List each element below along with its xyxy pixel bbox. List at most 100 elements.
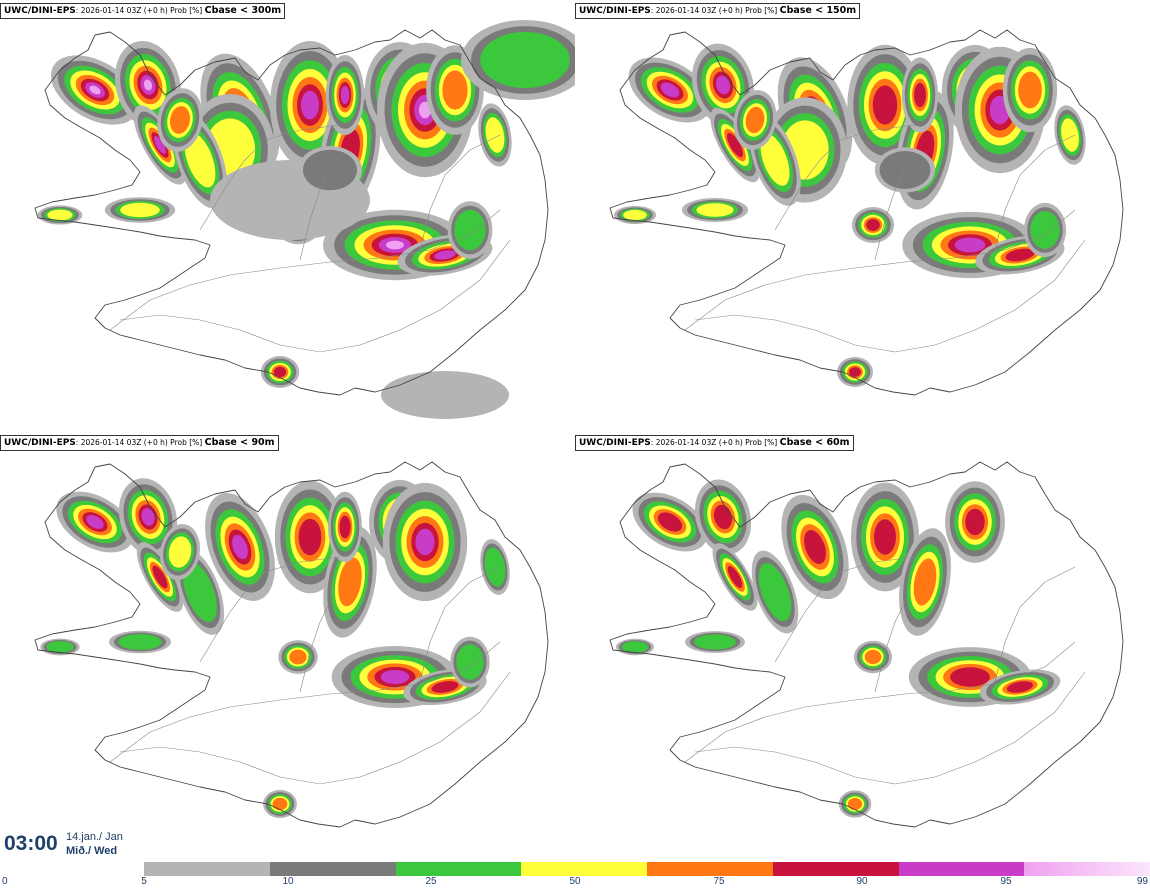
map-panel-150m: UWC/DINI-EPS: 2026-01-14 03Z (+0 h) Prob… [575,0,1150,432]
model-name: UWC/DINI-EPS [4,6,76,16]
colorbar-tick-label: 5 [141,876,147,887]
road-line [119,671,511,785]
probability-contour [1006,681,1034,693]
probability-contour [696,203,734,217]
probability-contour [913,558,937,606]
road-line [994,134,1076,251]
probability-contour [950,667,990,687]
iceland-probability-map [34,461,549,828]
probability-contour [954,237,986,253]
probability-field [37,20,575,419]
probability-contour [154,136,166,154]
road-line [774,556,916,663]
probability-field [40,478,510,819]
probability-contour [431,681,459,693]
probability-contour [872,85,898,125]
colorbar-segment [898,862,1025,876]
road-line [874,601,906,693]
variable-name: Cbase < 300m [204,5,282,16]
colorbar-segment [1024,862,1150,876]
colorbar-segment [269,862,396,876]
probability-contour [120,202,160,218]
variable-name: Cbase < 60m [779,437,850,448]
probability-contour [623,209,647,221]
probability-contour [914,82,926,108]
probability-contour [434,250,456,260]
probability-contour [727,566,743,588]
valid-weekday: Mið./ Wed [66,845,118,857]
road-line [994,566,1076,683]
colorbar-tick-label: 75 [713,876,725,887]
colorbar-tick-label: 95 [1000,876,1012,887]
probability-contour [866,219,880,231]
probability-contour [849,367,861,377]
road-line [119,239,511,353]
coastline [609,29,1124,396]
probability-contour [660,82,680,98]
probability-contour [456,644,484,680]
probability-contour [804,530,826,564]
probability-contour [380,670,410,684]
probability-contour [1005,248,1035,262]
probability-contour [864,649,882,665]
probability-contour [694,634,736,650]
probability-contour [715,75,731,95]
colorbar-tick-label: 99 [1136,876,1148,887]
probability-contour [170,106,190,134]
probability-contour [874,519,896,555]
probability-contour [386,240,404,250]
probability-contour [86,515,104,529]
colorbar-segment [144,862,270,876]
colorbar-tick-label: 25 [425,876,437,887]
probability-contour [484,547,506,587]
probability-contour [143,79,153,91]
road-line [109,209,501,331]
probability-contour [758,562,792,622]
probability-contour [454,209,486,251]
probability-contour [1030,211,1060,249]
probability-field [613,43,1086,387]
colorbar-segment [772,862,899,876]
panel-title: UWC/DINI-EPS: 2026-01-14 03Z (+0 h) Prob… [0,435,279,451]
run-info: : 2026-01-14 03Z (+0 h) Prob [%] [75,6,205,15]
probability-contour [745,106,765,134]
map-panel-300m: UWC/DINI-EPS: 2026-01-14 03Z (+0 h) Prob… [0,0,575,432]
panel-title: UWC/DINI-EPS: 2026-01-14 03Z (+0 h) Prob… [575,435,854,451]
road-line [684,209,1076,331]
probability-contour [152,565,168,589]
variable-name: Cbase < 150m [779,5,857,16]
run-info: : 2026-01-14 03Z (+0 h) Prob [%] [650,438,780,447]
coastline [34,461,549,828]
probability-contour [657,512,683,532]
probability-contour [118,634,162,650]
road-line [299,169,331,261]
probability-contour [480,32,570,88]
road-line [694,239,1086,353]
probability-contour [183,562,217,622]
iceland-probability-map [609,29,1124,396]
probability-contour [339,515,351,539]
probability-contour [1018,71,1042,109]
probability-contour [46,641,74,653]
road-line [199,124,341,231]
variable-name: Cbase < 90m [204,437,275,448]
run-info: : 2026-01-14 03Z (+0 h) Prob [%] [650,6,780,15]
road-line [299,601,331,693]
coastline [609,461,1124,828]
probability-contour [273,366,287,378]
probability-contour [485,117,505,153]
road-line [419,134,501,251]
probability-contour [184,132,216,188]
probability-contour [47,209,73,221]
probability-contour [272,797,288,811]
probability-contour [89,85,101,95]
model-name: UWC/DINI-EPS [579,6,651,16]
probability-contour [381,371,509,419]
iceland-probability-map [609,461,1124,828]
road-line [109,641,501,763]
probability-contour [141,508,155,526]
iceland-probability-map [34,20,575,419]
run-info: : 2026-01-14 03Z (+0 h) Prob [%] [75,438,205,447]
panel-title: UWC/DINI-EPS: 2026-01-14 03Z (+0 h) Prob… [0,3,286,19]
probability-contour [847,798,863,810]
